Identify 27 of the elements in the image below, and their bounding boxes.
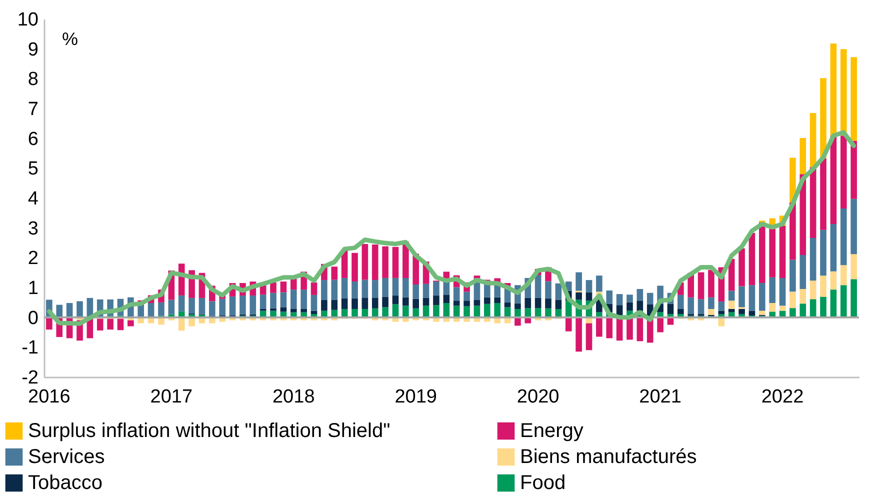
y-tick-label: 0 xyxy=(28,308,38,329)
x-tick-label: 2022 xyxy=(761,386,804,408)
x-tick-label: 2020 xyxy=(516,386,560,408)
y-tick-label: 8 xyxy=(28,69,38,90)
y-tick-label: 9 xyxy=(28,39,38,60)
legend-label: Services xyxy=(28,446,105,468)
y-tick-label: -1 xyxy=(22,338,38,359)
y-tick-label: 4 xyxy=(28,188,39,210)
x-tick-label: 2018 xyxy=(272,386,315,408)
legend-label: Food xyxy=(520,472,566,494)
legend-label: Surplus inflation without "Inflation Shield" xyxy=(28,420,390,442)
x-tick-label: 2016 xyxy=(28,386,70,408)
y-tick-label: 6 xyxy=(28,128,38,150)
y-tick-label: 2 xyxy=(28,248,38,270)
legend-label: Tobacco xyxy=(28,472,102,494)
x-tick-label: 2021 xyxy=(639,386,682,408)
y-tick-label: 10 xyxy=(17,10,38,30)
y-tick-label: 7 xyxy=(28,99,38,120)
y-tick-label: 1 xyxy=(28,278,38,299)
x-tick-label: 2017 xyxy=(150,386,193,408)
legend-label: Energy xyxy=(520,420,584,442)
annotation: % xyxy=(62,29,78,49)
x-tick-label: 2019 xyxy=(394,386,437,408)
y-tick-label: 3 xyxy=(28,218,38,240)
y-tick-label: 5 xyxy=(28,158,38,180)
legend-label: Biens manufacturés xyxy=(520,446,697,468)
y-tick-label: -2 xyxy=(22,368,38,388)
